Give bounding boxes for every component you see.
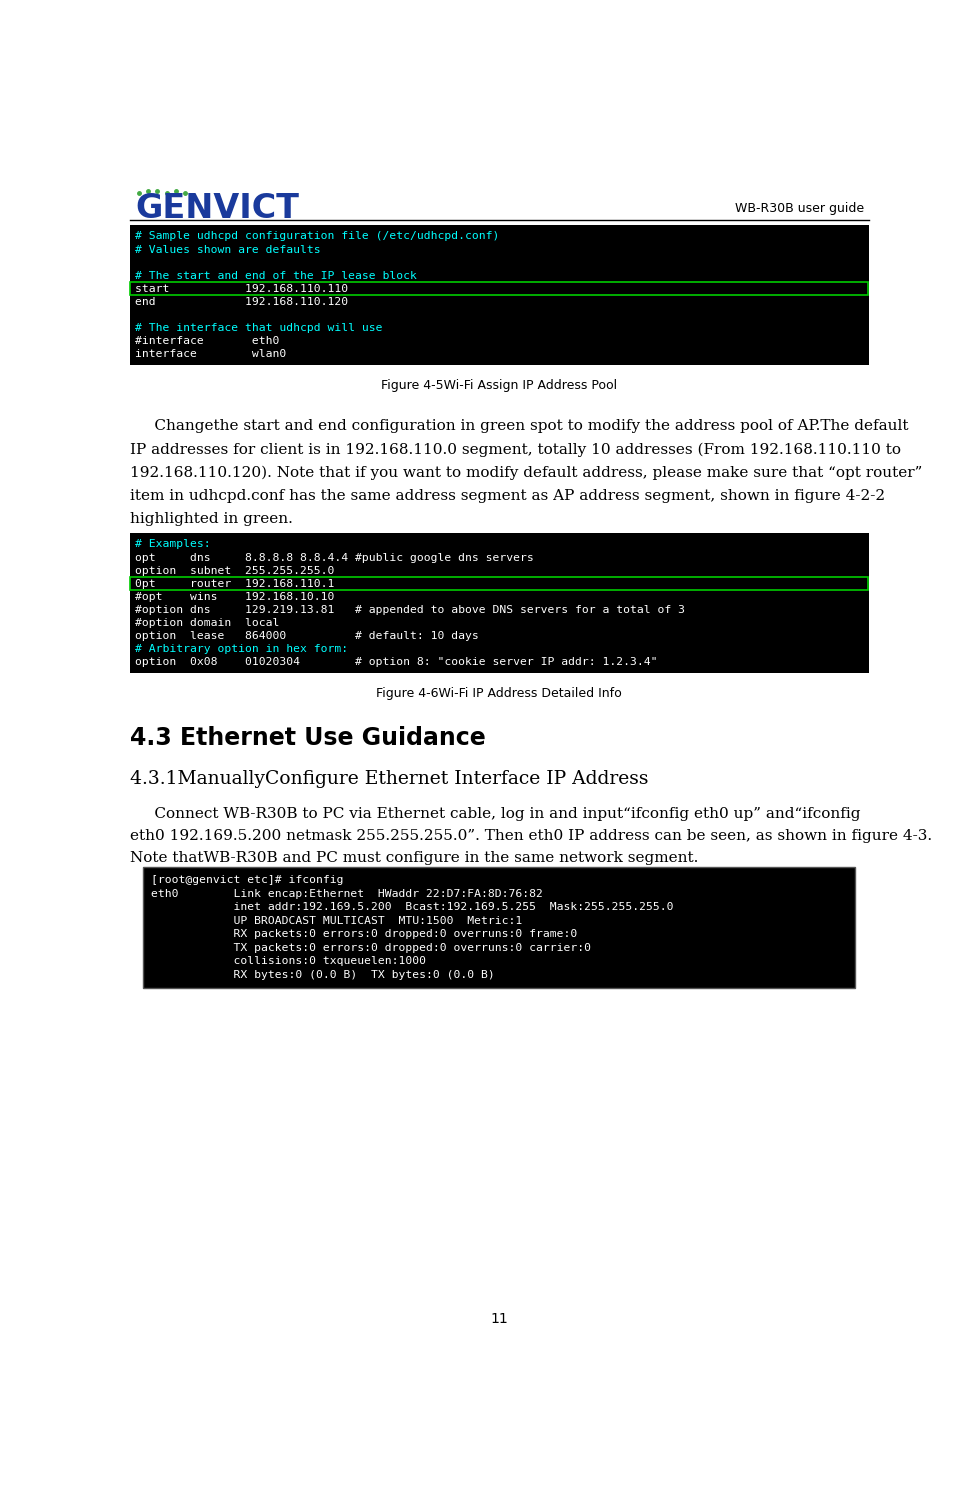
Text: RX bytes:0 (0.0 B)  TX bytes:0 (0.0 B): RX bytes:0 (0.0 B) TX bytes:0 (0.0 B) — [151, 970, 495, 980]
Text: 4.3 Ethernet Use Guidance: 4.3 Ethernet Use Guidance — [130, 726, 485, 750]
Text: inet addr:192.169.5.200  Bcast:192.169.5.255  Mask:255.255.255.0: inet addr:192.169.5.200 Bcast:192.169.5.… — [151, 902, 674, 913]
Text: IP addresses for client is in 192.168.110.0 segment, totally 10 addresses (From : IP addresses for client is in 192.168.11… — [130, 442, 901, 457]
Text: Changethe start and end configuration in green spot to modify the address pool o: Changethe start and end configuration in… — [130, 420, 908, 433]
Text: option  0x08    01020304        # option 8: "cookie server IP addr: 1.2.3.4": option 0x08 01020304 # option 8: "cookie… — [135, 657, 657, 667]
Text: #option domain  local: #option domain local — [135, 618, 280, 628]
Text: 11: 11 — [490, 1312, 508, 1325]
Text: # Examples:: # Examples: — [135, 540, 210, 550]
Text: 192.168.110.120). Note that if you want to modify default address, please make s: 192.168.110.120). Note that if you want … — [130, 466, 921, 480]
Text: # Sample udhcpd configuration file (/etc/udhcpd.conf): # Sample udhcpd configuration file (/etc… — [135, 231, 500, 241]
Text: 4.3.1ManuallyConﬁgure Ethernet Interface IP Address: 4.3.1ManuallyConﬁgure Ethernet Interface… — [130, 770, 648, 788]
Text: Figure 4-5Wi-Fi Assign IP Address Pool: Figure 4-5Wi-Fi Assign IP Address Pool — [381, 379, 618, 393]
Text: Connect WB-R30B to PC via Ethernet cable, log in and input“ifconfig eth0 up” and: Connect WB-R30B to PC via Ethernet cable… — [130, 808, 860, 821]
Text: item in udhcpd.conf has the same address segment as AP address segment, shown in: item in udhcpd.conf has the same address… — [130, 489, 884, 502]
Text: UP BROADCAST MULTICAST  MTU:1500  Metric:1: UP BROADCAST MULTICAST MTU:1500 Metric:1 — [151, 916, 522, 926]
Text: Note thatWB-R30B and PC must configure in the same network segment.: Note thatWB-R30B and PC must configure i… — [130, 850, 698, 865]
Text: interface        wlan0: interface wlan0 — [135, 349, 286, 360]
Text: eth0        Link encap:Ethernet  HWaddr 22:D7:FA:8D:76:82: eth0 Link encap:Ethernet HWaddr 22:D7:FA… — [151, 889, 543, 899]
Text: RX packets:0 errors:0 dropped:0 overruns:0 frame:0: RX packets:0 errors:0 dropped:0 overruns… — [151, 929, 578, 940]
Text: # Values shown are defaults: # Values shown are defaults — [135, 244, 320, 255]
Text: collisions:0 txqueuelen:1000: collisions:0 txqueuelen:1000 — [151, 956, 427, 967]
FancyBboxPatch shape — [130, 534, 869, 673]
FancyBboxPatch shape — [143, 868, 855, 988]
Text: # The start and end of the IP lease block: # The start and end of the IP lease bloc… — [135, 271, 417, 280]
Text: highlighted in green.: highlighted in green. — [130, 511, 292, 526]
Text: start           192.168.110.110: start 192.168.110.110 — [135, 283, 348, 294]
FancyBboxPatch shape — [130, 225, 869, 366]
Text: end             192.168.110.120: end 192.168.110.120 — [135, 297, 348, 307]
Text: option  lease   864000          # default: 10 days: option lease 864000 # default: 10 days — [135, 631, 478, 642]
Text: GENVICT: GENVICT — [135, 192, 300, 225]
Text: # The interface that udhcpd will use: # The interface that udhcpd will use — [135, 324, 383, 333]
Text: eth0 192.169.5.200 netmask 255.255.255.0”. Then eth0 IP address can be seen, as : eth0 192.169.5.200 netmask 255.255.255.0… — [130, 829, 931, 842]
Text: Figure 4-6Wi-Fi IP Address Detailed Info: Figure 4-6Wi-Fi IP Address Detailed Info — [376, 688, 622, 700]
Text: option  subnet  255.255.255.0: option subnet 255.255.255.0 — [135, 565, 334, 576]
Text: #option dns     129.219.13.81   # appended to above DNS servers for a total of 3: #option dns 129.219.13.81 # appended to … — [135, 606, 685, 615]
Text: WB-R30B user guide: WB-R30B user guide — [735, 202, 864, 214]
Text: #interface       eth0: #interface eth0 — [135, 336, 280, 346]
Text: 0pt     router  192.168.110.1: 0pt router 192.168.110.1 — [135, 579, 334, 589]
Text: #opt    wins    192.168.10.10: #opt wins 192.168.10.10 — [135, 592, 334, 601]
Text: TX packets:0 errors:0 dropped:0 overruns:0 carrier:0: TX packets:0 errors:0 dropped:0 overruns… — [151, 943, 591, 953]
Text: opt     dns     8.8.8.8 8.8.4.4 #public google dns servers: opt dns 8.8.8.8 8.8.4.4 #public google d… — [135, 553, 534, 562]
Text: [root@genvict etc]# ifconfig: [root@genvict etc]# ifconfig — [151, 875, 344, 886]
Text: # Arbitrary option in hex form:: # Arbitrary option in hex form: — [135, 645, 348, 654]
